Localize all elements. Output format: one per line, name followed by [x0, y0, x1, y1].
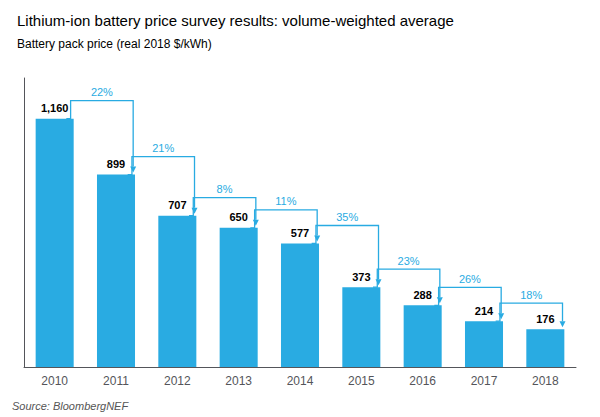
- svg-text:2016: 2016: [409, 374, 436, 388]
- svg-text:26%: 26%: [459, 273, 481, 285]
- svg-text:899: 899: [107, 158, 125, 170]
- svg-text:22%: 22%: [91, 86, 113, 98]
- svg-text:2013: 2013: [225, 374, 252, 388]
- svg-text:8%: 8%: [217, 183, 233, 195]
- svg-text:2011: 2011: [103, 374, 129, 388]
- svg-text:2017: 2017: [471, 374, 498, 388]
- svg-text:577: 577: [291, 227, 309, 239]
- svg-text:1,160: 1,160: [41, 102, 69, 114]
- svg-text:2018: 2018: [532, 374, 559, 388]
- svg-text:2010: 2010: [41, 374, 68, 388]
- svg-text:650: 650: [229, 211, 247, 223]
- svg-text:176: 176: [536, 313, 554, 325]
- svg-text:214: 214: [475, 305, 494, 317]
- svg-text:18%: 18%: [520, 289, 542, 301]
- svg-text:Lithium-ion battery price surv: Lithium-ion battery price survey results…: [17, 12, 454, 29]
- svg-text:288: 288: [413, 289, 431, 301]
- svg-text:21%: 21%: [152, 142, 174, 154]
- svg-text:23%: 23%: [398, 255, 420, 267]
- svg-text:2012: 2012: [164, 374, 191, 388]
- svg-text:2015: 2015: [348, 374, 375, 388]
- svg-text:2014: 2014: [287, 374, 314, 388]
- svg-text:373: 373: [352, 271, 370, 283]
- svg-text:Battery pack price (real 2018: Battery pack price (real 2018 $/kWh): [17, 37, 212, 51]
- svg-text:Source: BloombergNEF: Source: BloombergNEF: [12, 400, 129, 412]
- svg-text:707: 707: [168, 199, 186, 211]
- svg-text:35%: 35%: [336, 211, 358, 223]
- svg-text:11%: 11%: [275, 195, 296, 207]
